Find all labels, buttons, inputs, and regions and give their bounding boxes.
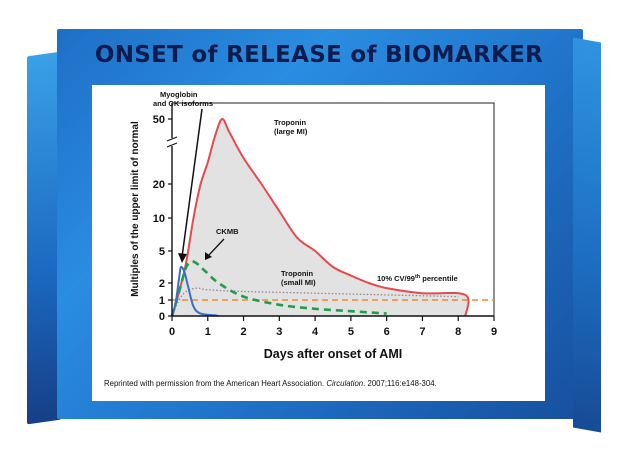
y-tick-label: 0	[159, 311, 165, 323]
x-tick-label: 5	[348, 326, 354, 338]
y-tick-label: 1	[159, 295, 165, 307]
slide-title: ONSET of RELEASE of BIOMARKER	[94, 42, 544, 68]
x-tick-label: 2	[240, 326, 246, 338]
slide-decor-right	[573, 37, 601, 433]
y-tick-label: 5	[159, 246, 165, 258]
myoglobin-arrowhead	[178, 253, 187, 263]
x-tick-label: 6	[384, 326, 390, 338]
label-troponin-small-line2: (small MI)	[281, 278, 316, 287]
y-tick-label: 50	[153, 114, 165, 126]
y-tick-label: 20	[153, 179, 165, 191]
label-troponin-small-line1: Troponin	[281, 269, 313, 278]
series-ckmb	[170, 260, 387, 317]
label-myoglobin-line2: and CK isoforms	[153, 99, 213, 108]
series-myoglobin-and-ck-isoforms	[171, 265, 219, 317]
troponin-large-area	[172, 118, 469, 316]
myoglobin-arrow	[181, 108, 203, 258]
y-ticks: 0 1 2 5 10 20 50	[153, 114, 172, 323]
y-axis-label: Multiples of the upper limit of normal	[130, 121, 141, 297]
series-troponin-large-mi	[171, 118, 470, 317]
label-myoglobin-line1: Myoglobin	[160, 90, 198, 99]
slide-decor-left	[27, 51, 61, 425]
label-troponin-large-line2: (large MI)	[274, 127, 308, 136]
ckmb-arrowhead	[205, 252, 212, 260]
x-tick-label: 3	[276, 326, 282, 338]
y-tick-label: 2	[159, 278, 165, 290]
citation: Reprinted with permission from the Ameri…	[104, 379, 437, 388]
x-tick-label: 7	[419, 326, 425, 338]
x-tick-label: 4	[312, 326, 319, 338]
ckmb-arrow	[208, 238, 225, 256]
biomarker-chart: 0 1 2 5 10 20 50 0 1 2 3 4 5 6 7 8 9 Days after onset o…	[104, 90, 497, 388]
x-tick-label: 1	[205, 326, 211, 338]
x-tick-label: 9	[491, 326, 497, 338]
x-axis-label: Days after onset of AMI	[264, 347, 402, 361]
x-tick-label: 8	[455, 326, 461, 338]
chart-panel: 0 1 2 5 10 20 50 0 1 2 3 4 5 6 7 8 9 Days after onset o…	[92, 85, 545, 401]
y-tick-label: 10	[153, 213, 165, 225]
series-layer	[170, 118, 494, 317]
label-troponin-large-line1: Troponin	[274, 118, 306, 127]
x-ticks: 0 1 2 3 4 5 6 7 8 9	[169, 316, 497, 338]
label-percentile: 10% CV/99th percentile	[377, 274, 458, 283]
y-axis-break	[166, 136, 178, 148]
x-tick-label: 0	[169, 326, 175, 338]
label-ckmb: CKMB	[216, 227, 239, 236]
